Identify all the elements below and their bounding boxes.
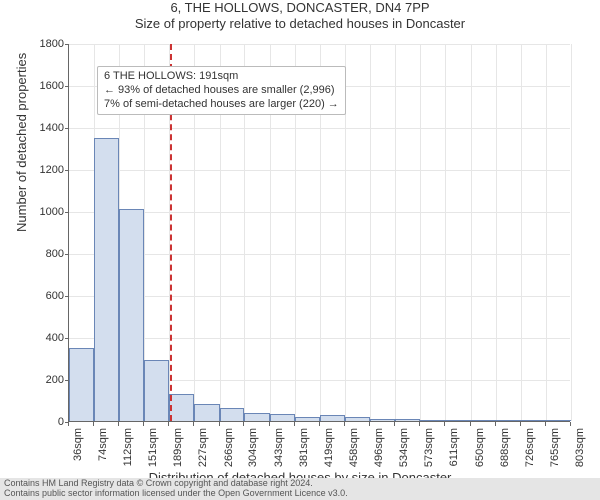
histogram-bar <box>521 420 547 421</box>
ytick-label: 1600 <box>24 80 64 92</box>
xtick-mark <box>319 422 320 426</box>
gridline-v <box>420 44 421 421</box>
xtick-label: 112sqm <box>122 428 134 466</box>
histogram-bar <box>144 360 169 421</box>
histogram-bar <box>471 420 496 421</box>
histogram-bar <box>270 414 295 421</box>
ytick-label: 1000 <box>24 206 64 218</box>
histogram-bar <box>370 419 395 421</box>
gridline-v <box>521 44 522 421</box>
xtick-mark <box>294 422 295 426</box>
ytick-label: 1800 <box>24 38 64 50</box>
xtick-mark <box>143 422 144 426</box>
gridline-v <box>445 44 446 421</box>
xtick-label: 381sqm <box>298 428 310 467</box>
xtick-label: 688sqm <box>499 428 511 467</box>
xtick-label: 803sqm <box>574 428 586 467</box>
xtick-label: 343sqm <box>273 428 285 467</box>
xtick-label: 458sqm <box>348 428 360 467</box>
gridline-v <box>395 44 396 421</box>
annotation-line: 6 THE HOLLOWS: 191sqm <box>104 70 339 84</box>
ytick-mark <box>65 44 69 45</box>
histogram-bar <box>295 417 320 421</box>
chart-title: 6, THE HOLLOWS, DONCASTER, DN4 7PP <box>0 0 600 15</box>
xtick-label: 304sqm <box>247 428 259 467</box>
xtick-label: 726sqm <box>524 428 536 467</box>
xtick-label: 573sqm <box>423 428 435 467</box>
ytick-mark <box>65 296 69 297</box>
ytick-label: 600 <box>24 290 64 302</box>
histogram-bar <box>194 404 220 421</box>
ytick-label: 400 <box>24 332 64 344</box>
histogram-bar <box>244 413 270 421</box>
histogram-bar <box>546 420 571 421</box>
chart-area: 6 THE HOLLOWS: 191sqm← 93% of detached h… <box>68 44 570 422</box>
plot-area: 6 THE HOLLOWS: 191sqm← 93% of detached h… <box>68 44 570 422</box>
ytick-label: 1400 <box>24 122 64 134</box>
ytick-mark <box>65 338 69 339</box>
histogram-bar <box>420 420 445 421</box>
ytick-label: 0 <box>24 416 64 428</box>
ytick-mark <box>65 212 69 213</box>
gridline-v <box>471 44 472 421</box>
xtick-label: 419sqm <box>323 428 335 467</box>
gridline-v <box>546 44 547 421</box>
ytick-mark <box>65 170 69 171</box>
histogram-bar <box>169 394 194 421</box>
xtick-label: 36sqm <box>72 428 84 461</box>
xtick-label: 74sqm <box>97 428 109 461</box>
xtick-label: 765sqm <box>549 428 561 467</box>
xtick-mark <box>495 422 496 426</box>
xtick-mark <box>93 422 94 426</box>
footer-line-2: Contains public sector information licen… <box>4 489 596 499</box>
ytick-mark <box>65 128 69 129</box>
histogram-bar <box>69 348 94 422</box>
xtick-label: 611sqm <box>448 428 460 466</box>
xtick-label: 189sqm <box>172 428 184 467</box>
xtick-label: 534sqm <box>398 428 410 467</box>
histogram-bar <box>94 138 119 422</box>
xtick-mark <box>394 422 395 426</box>
xtick-mark <box>168 422 169 426</box>
xtick-mark <box>269 422 270 426</box>
xtick-label: 496sqm <box>373 428 385 467</box>
ytick-label: 200 <box>24 374 64 386</box>
ytick-label: 800 <box>24 248 64 260</box>
xtick-mark <box>68 422 69 426</box>
xtick-mark <box>520 422 521 426</box>
gridline-v <box>496 44 497 421</box>
chart-subtitle: Size of property relative to detached ho… <box>0 16 600 31</box>
xtick-mark <box>118 422 119 426</box>
xtick-mark <box>219 422 220 426</box>
xtick-mark <box>545 422 546 426</box>
histogram-bar <box>220 408 245 421</box>
histogram-bar <box>345 417 370 421</box>
gridline-v <box>370 44 371 421</box>
histogram-bar <box>395 419 421 421</box>
annotation-line: ← 93% of detached houses are smaller (2,… <box>104 84 339 98</box>
xtick-label: 650sqm <box>474 428 486 467</box>
ytick-mark <box>65 254 69 255</box>
xtick-mark <box>444 422 445 426</box>
ytick-label: 1200 <box>24 164 64 176</box>
ytick-mark <box>65 86 69 87</box>
xtick-mark <box>243 422 244 426</box>
xtick-label: 227sqm <box>197 428 209 467</box>
histogram-bar <box>496 420 521 421</box>
xtick-mark <box>344 422 345 426</box>
annotation-line: 7% of semi-detached houses are larger (2… <box>104 98 339 112</box>
histogram-bar <box>119 209 145 421</box>
xtick-label: 151sqm <box>147 428 159 467</box>
histogram-bar <box>445 420 471 421</box>
xtick-mark <box>369 422 370 426</box>
xtick-mark <box>470 422 471 426</box>
xtick-mark <box>193 422 194 426</box>
annotation-box: 6 THE HOLLOWS: 191sqm← 93% of detached h… <box>97 66 346 115</box>
histogram-bar <box>320 415 346 421</box>
xtick-mark <box>570 422 571 426</box>
footer: Contains HM Land Registry data © Crown c… <box>0 478 600 500</box>
xtick-mark <box>419 422 420 426</box>
gridline-v <box>571 44 572 421</box>
xtick-label: 266sqm <box>223 428 235 467</box>
